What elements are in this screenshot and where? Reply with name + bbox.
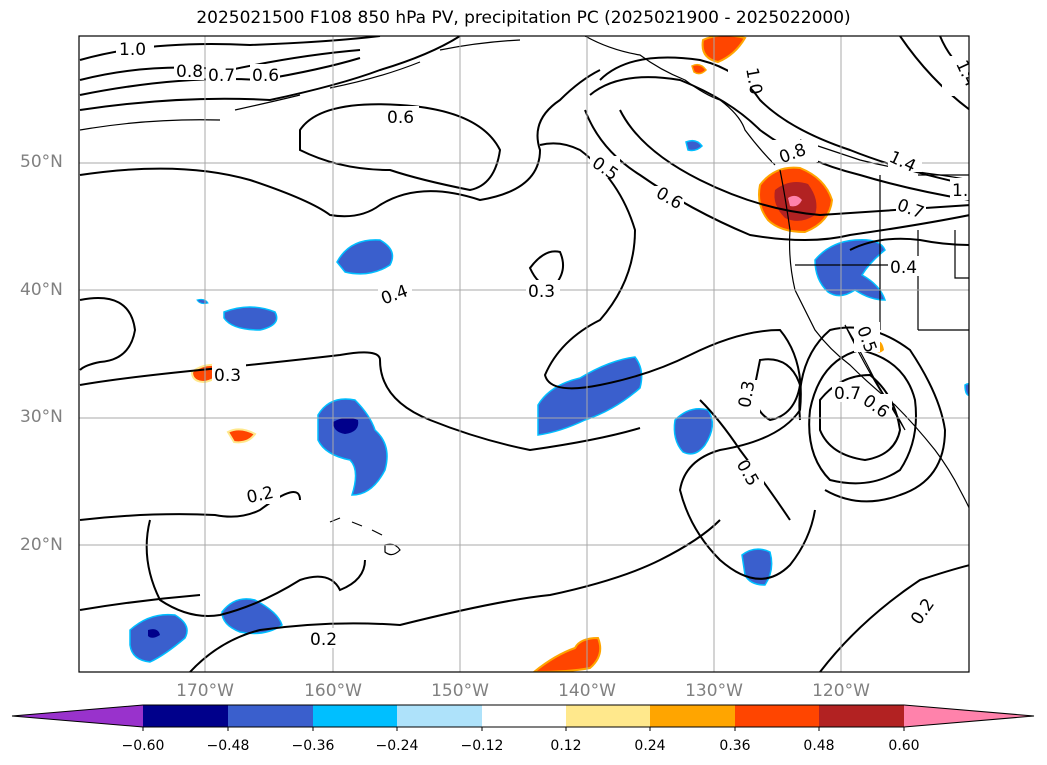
lat-label: 30°N bbox=[20, 407, 63, 427]
colorbar-segment bbox=[819, 705, 904, 727]
state-border-lines bbox=[795, 174, 969, 331]
pv-contours bbox=[79, 36, 969, 672]
colorbar-segment bbox=[735, 705, 819, 727]
precip-negative-area bbox=[741, 548, 773, 586]
pv-contour bbox=[79, 69, 601, 218]
coastline-aleutians bbox=[79, 39, 521, 131]
lon-label: 120°W bbox=[812, 681, 870, 701]
colorbar bbox=[11, 704, 1035, 731]
colorbar-segment bbox=[228, 705, 313, 727]
colorbar-segment bbox=[143, 705, 228, 727]
precip-positive-area bbox=[701, 36, 747, 64]
lat-label: 40°N bbox=[20, 280, 63, 300]
colorbar-tick-label: −0.24 bbox=[375, 738, 419, 754]
coastline-alaska bbox=[584, 36, 776, 166]
map-frame bbox=[78, 35, 970, 673]
pv-contour bbox=[79, 351, 641, 452]
coastlines bbox=[79, 36, 969, 556]
precip-negative-area bbox=[221, 598, 283, 635]
precip-negative-area bbox=[196, 298, 209, 305]
lon-label: 140°W bbox=[558, 681, 616, 701]
colorbar-tick-label: 0.60 bbox=[888, 738, 920, 754]
pv-contour bbox=[808, 348, 917, 485]
pv-contour bbox=[753, 358, 802, 422]
colorbar-segment bbox=[12, 705, 143, 727]
pv-contour bbox=[79, 519, 721, 672]
pv-contour bbox=[299, 103, 502, 192]
precip-positive-area bbox=[532, 636, 602, 672]
pv-contour bbox=[699, 399, 791, 521]
precip-negative-area bbox=[223, 306, 278, 331]
colorbar-segment bbox=[566, 705, 650, 727]
contour-label: 0.4 bbox=[890, 258, 917, 278]
colorbar-segment bbox=[482, 705, 566, 727]
pv-contour bbox=[589, 76, 969, 201]
coastline-north-america bbox=[779, 169, 969, 510]
precip-negative-area bbox=[336, 239, 394, 275]
hawaii-islands bbox=[329, 517, 401, 556]
contour-label: 0.7 bbox=[208, 66, 235, 86]
colorbar-tick-label: 0.12 bbox=[550, 738, 582, 754]
contour-label: 0.6 bbox=[387, 108, 414, 128]
precip-positive-area bbox=[226, 428, 257, 444]
pv-contour bbox=[79, 297, 137, 371]
graticule bbox=[79, 36, 969, 672]
colorbar-tick-label: −0.12 bbox=[460, 738, 504, 754]
colorbar-tick-label: 0.48 bbox=[803, 738, 835, 754]
contour-label: 0.6 bbox=[252, 66, 279, 86]
precip-negative-area bbox=[673, 408, 714, 455]
lon-label: 160°W bbox=[304, 681, 362, 701]
pv-contour bbox=[539, 142, 816, 580]
contour-label: 1.0 bbox=[952, 181, 979, 201]
precip-shading bbox=[129, 36, 969, 672]
colorbar-tick-label: −0.36 bbox=[291, 738, 335, 754]
colorbar-tick-label: 0.36 bbox=[719, 738, 751, 754]
precip-negative-area bbox=[317, 398, 388, 496]
colorbar-segment bbox=[904, 705, 1034, 727]
precip-negative-area bbox=[537, 356, 643, 436]
colorbar-segment bbox=[313, 705, 397, 727]
lon-label: 170°W bbox=[176, 681, 234, 701]
colorbar-segment bbox=[397, 705, 482, 727]
pv-contour bbox=[798, 326, 947, 503]
precip-negative-area bbox=[685, 139, 703, 152]
pv-contour bbox=[79, 491, 366, 617]
contour-label: 1.0 bbox=[119, 40, 146, 60]
colorbar-segment bbox=[650, 705, 735, 727]
contour-label: 0.8 bbox=[176, 62, 203, 82]
pv-contour bbox=[849, 237, 969, 251]
precip-negative-area bbox=[814, 238, 887, 301]
pv-contour bbox=[79, 36, 461, 111]
colorbar-tick-label: −0.48 bbox=[206, 738, 250, 754]
pv-contour bbox=[819, 564, 969, 672]
precip-negative-area bbox=[129, 613, 188, 663]
pv-contour bbox=[819, 373, 902, 462]
precip-positive-peak bbox=[788, 195, 802, 207]
lon-label: 150°W bbox=[431, 681, 489, 701]
contour-label: 0.3 bbox=[735, 379, 759, 409]
lon-label: 130°W bbox=[685, 681, 743, 701]
lat-label: 20°N bbox=[20, 535, 63, 555]
contour-label: 0.2 bbox=[310, 630, 337, 650]
precip-positive-area bbox=[691, 63, 707, 75]
map-title: 2025021500 F108 850 hPa PV, precipitatio… bbox=[196, 8, 851, 28]
contour-labels: 1.0 0.8 0.7 0.6 0.6 0.5 0.6 0.8 1.4 1.0 … bbox=[116, 38, 979, 650]
precip-negative-core bbox=[148, 629, 160, 638]
contour-label: 1.0 bbox=[741, 66, 765, 96]
lat-label: 50°N bbox=[20, 152, 63, 172]
precip-negative-core bbox=[333, 417, 359, 434]
contour-label: 0.3 bbox=[214, 366, 241, 386]
contour-label: 0.7 bbox=[834, 384, 861, 404]
contour-label: 0.2 bbox=[245, 483, 276, 508]
colorbar-tick-label: 0.24 bbox=[634, 738, 666, 754]
contour-label: 0.3 bbox=[528, 282, 555, 302]
coastline-canada bbox=[799, 139, 969, 181]
colorbar-tick-label: −0.60 bbox=[121, 738, 165, 754]
baja-peninsula bbox=[844, 324, 906, 431]
